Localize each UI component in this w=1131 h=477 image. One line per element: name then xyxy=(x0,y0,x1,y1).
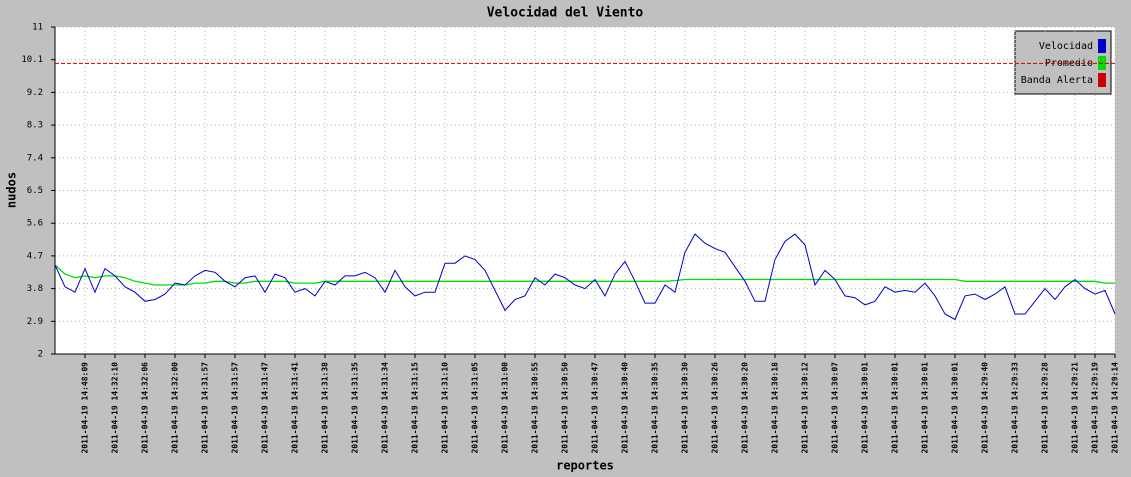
x-tick-label: 2011-04-19 14:32:10 xyxy=(111,362,120,454)
x-tick-label: 2011-04-19 14:30:01 xyxy=(951,362,960,454)
x-tick-label: 2011-04-19 14:31:05 xyxy=(471,362,480,454)
x-tick-label: 2011-04-19 14:30:50 xyxy=(561,362,570,454)
x-tick-label: 2011-04-19 14:32:00 xyxy=(171,362,180,454)
y-tick-label: 2 xyxy=(38,350,43,360)
x-tick-label: 2011-04-19 14:29:40 xyxy=(981,362,990,454)
x-tick-label: 2011-04-19 14:30:35 xyxy=(651,362,660,454)
x-tick-label: 2011-04-19 14:30:47 xyxy=(591,362,600,454)
x-tick-label: 2011-04-19 14:30:30 xyxy=(681,362,690,454)
legend-swatch xyxy=(1098,73,1106,87)
y-tick-label: 4.7 xyxy=(27,251,43,261)
x-tick-label: 2011-04-19 14:30:07 xyxy=(831,362,840,454)
series-line xyxy=(54,233,1116,321)
x-tick-label: 2011-04-19 14:31:00 xyxy=(501,362,510,454)
x-tick-label: 2011-04-19 14:30:55 xyxy=(531,362,540,454)
x-tick-label: 2011-04-19 14:30:01 xyxy=(891,362,900,454)
y-tick-label: 10.1 xyxy=(21,55,43,65)
legend-label: Banda Alerta xyxy=(1021,75,1093,86)
series-line xyxy=(54,264,1115,286)
y-tick-label: 2.9 xyxy=(27,317,43,327)
x-tick-label: 2011-04-19 14:29:14 xyxy=(1111,362,1120,454)
y-tick-label: 9.2 xyxy=(27,88,43,98)
y-tick-label: 3.8 xyxy=(27,284,43,294)
y-tick-label: 6.5 xyxy=(27,186,43,196)
y-tick-label: 11 xyxy=(32,23,43,33)
x-tick-label: 2011-04-19 14:31:41 xyxy=(291,362,300,454)
x-tick-label: 2011-04-19 14:30:12 xyxy=(801,362,810,454)
x-tick-label: 2011-04-19 14:48:09 xyxy=(81,362,90,454)
x-tick-label: 2011-04-19 14:29:28 xyxy=(1041,362,1050,454)
x-tick-label: 2011-04-19 14:31:15 xyxy=(411,362,420,454)
x-tick-label: 2011-04-19 14:31:35 xyxy=(351,362,360,454)
x-tick-label: 2011-04-19 14:31:57 xyxy=(201,362,210,454)
x-tick-label: 2011-04-19 14:30:20 xyxy=(741,362,750,454)
y-tick-label: 7.4 xyxy=(27,153,43,163)
legend-label: Velocidad xyxy=(1039,41,1093,52)
x-tick-label: 2011-04-19 14:31:57 xyxy=(231,362,240,454)
x-tick-label: 2011-04-19 14:31:34 xyxy=(381,362,390,454)
legend: Velocidad Promedio Banda Alerta xyxy=(1014,30,1112,95)
x-tick-label: 2011-04-19 14:31:38 xyxy=(321,362,330,454)
y-tick-label: 8.3 xyxy=(27,121,43,131)
y-axis-label: nudos xyxy=(5,172,19,208)
legend-swatch xyxy=(1098,39,1106,53)
x-tick-label: 2011-04-19 14:32:06 xyxy=(141,362,150,454)
chart-title: Velocidad del Viento xyxy=(487,6,644,21)
legend-label: Promedio xyxy=(1045,58,1093,69)
x-tick-label: 2011-04-19 14:30:18 xyxy=(771,362,780,454)
x-tick-label: 2011-04-19 14:30:01 xyxy=(861,362,870,454)
x-tick-label: 2011-04-19 14:29:19 xyxy=(1091,362,1100,454)
x-tick-label: 2011-04-19 14:30:26 xyxy=(711,362,720,454)
x-tick-label: 2011-04-19 14:30:40 xyxy=(621,362,630,454)
x-tick-label: 2011-04-19 14:31:10 xyxy=(441,362,450,454)
x-tick-label: 2011-04-19 14:30:01 xyxy=(921,362,930,454)
y-tick-label: 5.6 xyxy=(27,219,43,229)
x-tick-label: 2011-04-19 14:29:33 xyxy=(1011,362,1020,454)
x-tick-label: 2011-04-19 14:29:21 xyxy=(1071,362,1080,454)
x-axis-label: reportes xyxy=(556,459,614,473)
x-tick-label: 2011-04-19 14:31:47 xyxy=(261,362,270,454)
